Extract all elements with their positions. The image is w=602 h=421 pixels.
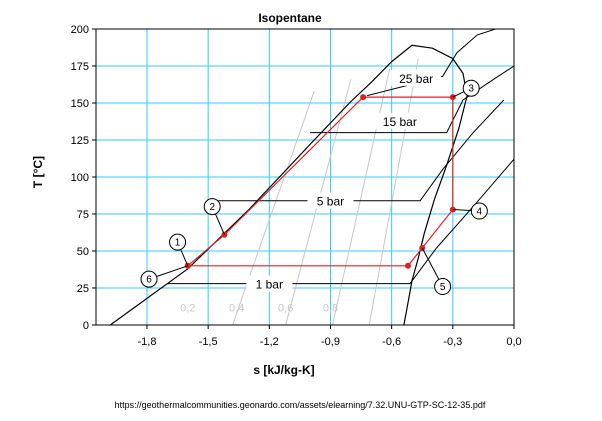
y-tick-label: 200: [71, 24, 89, 36]
cycle-point: [360, 94, 367, 101]
quality-line: [232, 91, 315, 325]
saturation-dome-line: [109, 44, 468, 325]
cycle-point: [404, 262, 411, 269]
y-tick-label: 0: [83, 320, 89, 332]
isobar-label: 15 bar: [383, 115, 417, 129]
y-tick-label: 75: [77, 209, 89, 221]
axis-ticks: -1,8 -1,5 -1,2 -0,9 -0,6 -0,3 0,00255075100125…: [71, 24, 522, 348]
x-tick-label: -0,3: [443, 336, 462, 348]
y-tick-label: 25: [77, 283, 89, 295]
isobar-label-bg: [246, 275, 293, 292]
saturation-dome: [109, 44, 468, 325]
callout-circle: [169, 233, 187, 251]
isobar-label-bg: [307, 192, 354, 209]
annotations: 1 bar 5 bar 15 bar 25 bar 0,2 0,4 0,6 0,8 1 2 3 4 5 6: [140, 69, 488, 315]
isobar-label: 1 bar: [256, 278, 283, 292]
callout-number: 1: [175, 238, 181, 249]
x-tick-label: -0,9: [321, 336, 340, 348]
isobar-line: [218, 99, 505, 202]
y-tick-label: 50: [77, 246, 89, 258]
callout-circle: [434, 278, 452, 296]
y-tick-label: 175: [71, 61, 89, 73]
cycle-path: [187, 96, 454, 267]
chart-title: Isopentane: [258, 11, 322, 25]
callout-circle: [203, 198, 221, 216]
y-tick-label: 150: [71, 98, 89, 110]
isobar-label: 25 bar: [399, 72, 433, 86]
quality-label: 0,4: [229, 303, 244, 315]
quality-label: 0,6: [278, 303, 293, 315]
y-tick-label: 100: [71, 172, 89, 184]
quality-line: [368, 58, 419, 325]
isobar-label-bg: [374, 112, 425, 129]
x-tick-label: 0,0: [506, 336, 521, 348]
callout-number: 4: [477, 207, 483, 218]
x-axis-label: s [kJ/kg-K]: [253, 363, 314, 377]
quality-line: [332, 68, 391, 325]
x-tick-label: -1,5: [199, 336, 218, 348]
callout-circle: [140, 270, 158, 288]
isobar-label-bg: [391, 69, 442, 86]
x-tick-label: -1,8: [137, 336, 156, 348]
isobar-line: [310, 65, 514, 134]
x-tick-label: -1,2: [260, 336, 279, 348]
x-tick-label: -0,6: [382, 336, 401, 348]
callout-number: 6: [146, 275, 152, 286]
quality-label: 0,8: [323, 303, 338, 315]
callout-number: 3: [468, 84, 474, 95]
isobar-label: 5 bar: [317, 195, 344, 209]
callout-number: 2: [209, 202, 215, 213]
quality-label: 0,2: [180, 303, 195, 315]
callout-number: 5: [440, 282, 446, 293]
callout-circle: [470, 202, 488, 220]
cycle: [184, 94, 456, 269]
y-axis-label: T [°C]: [31, 156, 45, 188]
y-tick-label: 125: [71, 135, 89, 147]
callout-circle: [462, 79, 480, 97]
isobar-line: [167, 158, 514, 285]
source-url: https://geothermalcommunities.geonardo.c…: [115, 400, 486, 410]
